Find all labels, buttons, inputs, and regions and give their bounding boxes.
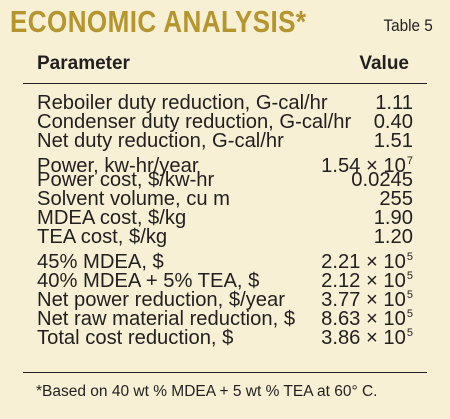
row-value: 0.40 (373, 111, 413, 134)
row-label: Total cost reduction, $ (37, 327, 234, 350)
row-value: 3.77 × 105 (321, 288, 413, 311)
table-header-row: Parameter Value (37, 53, 413, 75)
row-exponent: 5 (406, 250, 413, 263)
row-label: Reboiler duty reduction, G-cal/hr (37, 92, 328, 114)
table-row: 40% MDEA + 5% TEA, $ 2.12 × 105 (37, 267, 413, 291)
row-label: Power cost, $/kw-hr (37, 168, 215, 191)
row-exponent: 5 (406, 308, 413, 321)
table-row: Power, kw-hr/year 1.54 × 107 (37, 152, 413, 176)
table-row: Net raw material reduction, $ 8.63 × 105 (37, 305, 413, 329)
value-column-header: Value (359, 53, 409, 74)
table-row: TEA cost, $/kg 1.20 (37, 226, 413, 249)
row-label: Net raw material reduction, $ (37, 308, 296, 331)
table-body: Reboiler duty reduction, G-cal/hr 1.11 C… (37, 92, 413, 349)
row-value: 2.12 × 105 (321, 269, 413, 292)
table-row: Condenser duty reduction, G-cal/hr 0.40 (37, 111, 413, 134)
table-row: Power cost, $/kw-hr 0.0245 (37, 168, 413, 191)
row-value: 1.51 (373, 130, 413, 153)
header-divider (23, 83, 427, 84)
table-row: MDEA cost, $/kg 1.90 (37, 207, 413, 230)
row-label: Solvent volume, cu m (37, 187, 230, 210)
table-row: Net power reduction, $/year 3.77 × 105 (37, 286, 413, 310)
row-value: 255 (379, 187, 413, 210)
row-value: 8.63 × 105 (321, 308, 413, 331)
row-label: 40% MDEA + 5% TEA, $ (37, 269, 260, 292)
row-label: MDEA cost, $/kg (37, 207, 187, 230)
table-title: ECONOMIC ANALYSIS* (10, 4, 307, 39)
row-label: Net power reduction, $/year (37, 288, 285, 311)
row-value: 1.90 (373, 207, 413, 230)
row-value: 2.21 × 105 (321, 250, 413, 273)
row-value: 0.0245 (351, 168, 413, 191)
row-label: 45% MDEA, $ (37, 250, 164, 273)
table-row: 45% MDEA, $ 2.21 × 105 (37, 248, 413, 272)
footnote: *Based on 40 wt % MDEA + 5 wt % TEA at 6… (36, 383, 378, 400)
table-row: Net duty reduction, G-cal/hr 1.51 (37, 130, 413, 153)
row-label: Condenser duty reduction, G-cal/hr (37, 111, 352, 134)
row-label: TEA cost, $/kg (37, 226, 168, 249)
row-label: Power, kw-hr/year (37, 154, 199, 177)
row-label: Net duty reduction, G-cal/hr (37, 130, 284, 153)
parameter-column-header: Parameter (37, 53, 130, 74)
row-exponent: 5 (406, 327, 413, 340)
row-value: 3.86 × 105 (321, 327, 413, 350)
row-exponent: 5 (406, 269, 413, 282)
row-exponent: 7 (406, 154, 413, 167)
row-value: 1.20 (373, 226, 413, 249)
row-value: 1.11 (375, 92, 413, 114)
row-value: 1.54 × 107 (321, 154, 413, 177)
table-row: Reboiler duty reduction, G-cal/hr 1.11 (37, 92, 413, 114)
row-exponent: 5 (406, 288, 413, 301)
table-number-label: Table 5 (383, 16, 433, 35)
table-row: Total cost reduction, $ 3.86 × 105 (37, 324, 413, 348)
table-row: Solvent volume, cu m 255 (37, 187, 413, 210)
footer-divider (23, 372, 427, 373)
